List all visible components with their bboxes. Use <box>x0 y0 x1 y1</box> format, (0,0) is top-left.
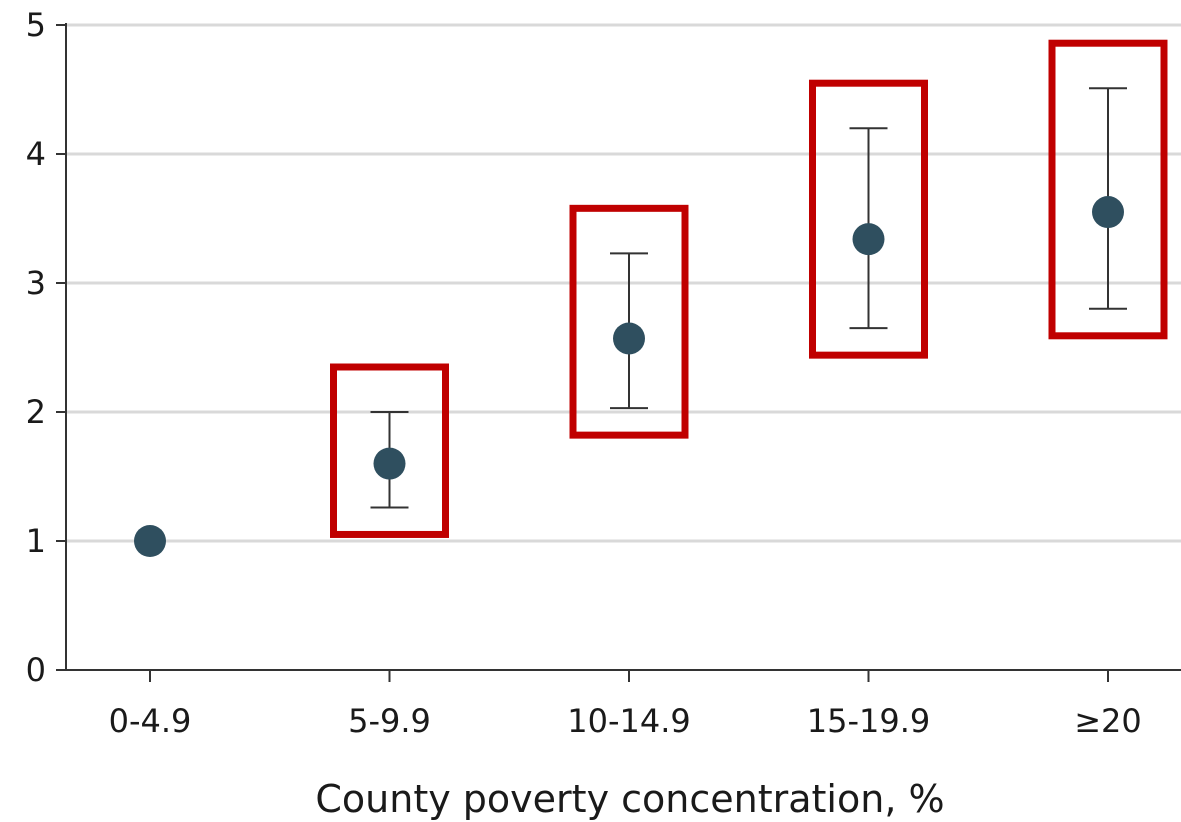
y-tick-label: 2 <box>26 393 46 431</box>
x-tick-label: 15-19.9 <box>807 702 931 740</box>
x-axis-title: County poverty concentration, % <box>315 777 944 821</box>
data-point <box>373 447 406 480</box>
x-tick-label: 0-4.9 <box>109 702 192 740</box>
data-points <box>134 196 1124 557</box>
highlight-box <box>569 204 689 439</box>
axes <box>65 23 1181 671</box>
y-tick-label: 4 <box>26 135 46 173</box>
highlight-boxes <box>330 39 1168 538</box>
data-point <box>1092 196 1124 229</box>
x-tick-label: 10-14.9 <box>567 702 691 740</box>
y-tick-label: 1 <box>26 522 46 560</box>
data-point <box>852 223 885 256</box>
data-point <box>613 322 645 355</box>
y-axis-ticks: 0 1 2 3 4 5 <box>26 6 66 689</box>
highlight-box <box>1048 39 1168 340</box>
highlight-box <box>809 79 928 359</box>
y-tick-label: 0 <box>26 651 46 689</box>
grid-lines <box>66 23 1181 543</box>
y-tick-label: 3 <box>26 264 46 302</box>
x-tick-label: 5-9.9 <box>348 702 431 740</box>
highlight-box <box>330 363 449 538</box>
data-point <box>134 525 166 557</box>
y-tick-label: 5 <box>26 6 46 44</box>
x-axis-ticks: 0-4.9 5-9.9 10-14.9 15-19.9 ≥20 <box>109 670 1142 740</box>
error-bars <box>370 87 1127 509</box>
x-tick-label: ≥20 <box>1074 702 1142 740</box>
